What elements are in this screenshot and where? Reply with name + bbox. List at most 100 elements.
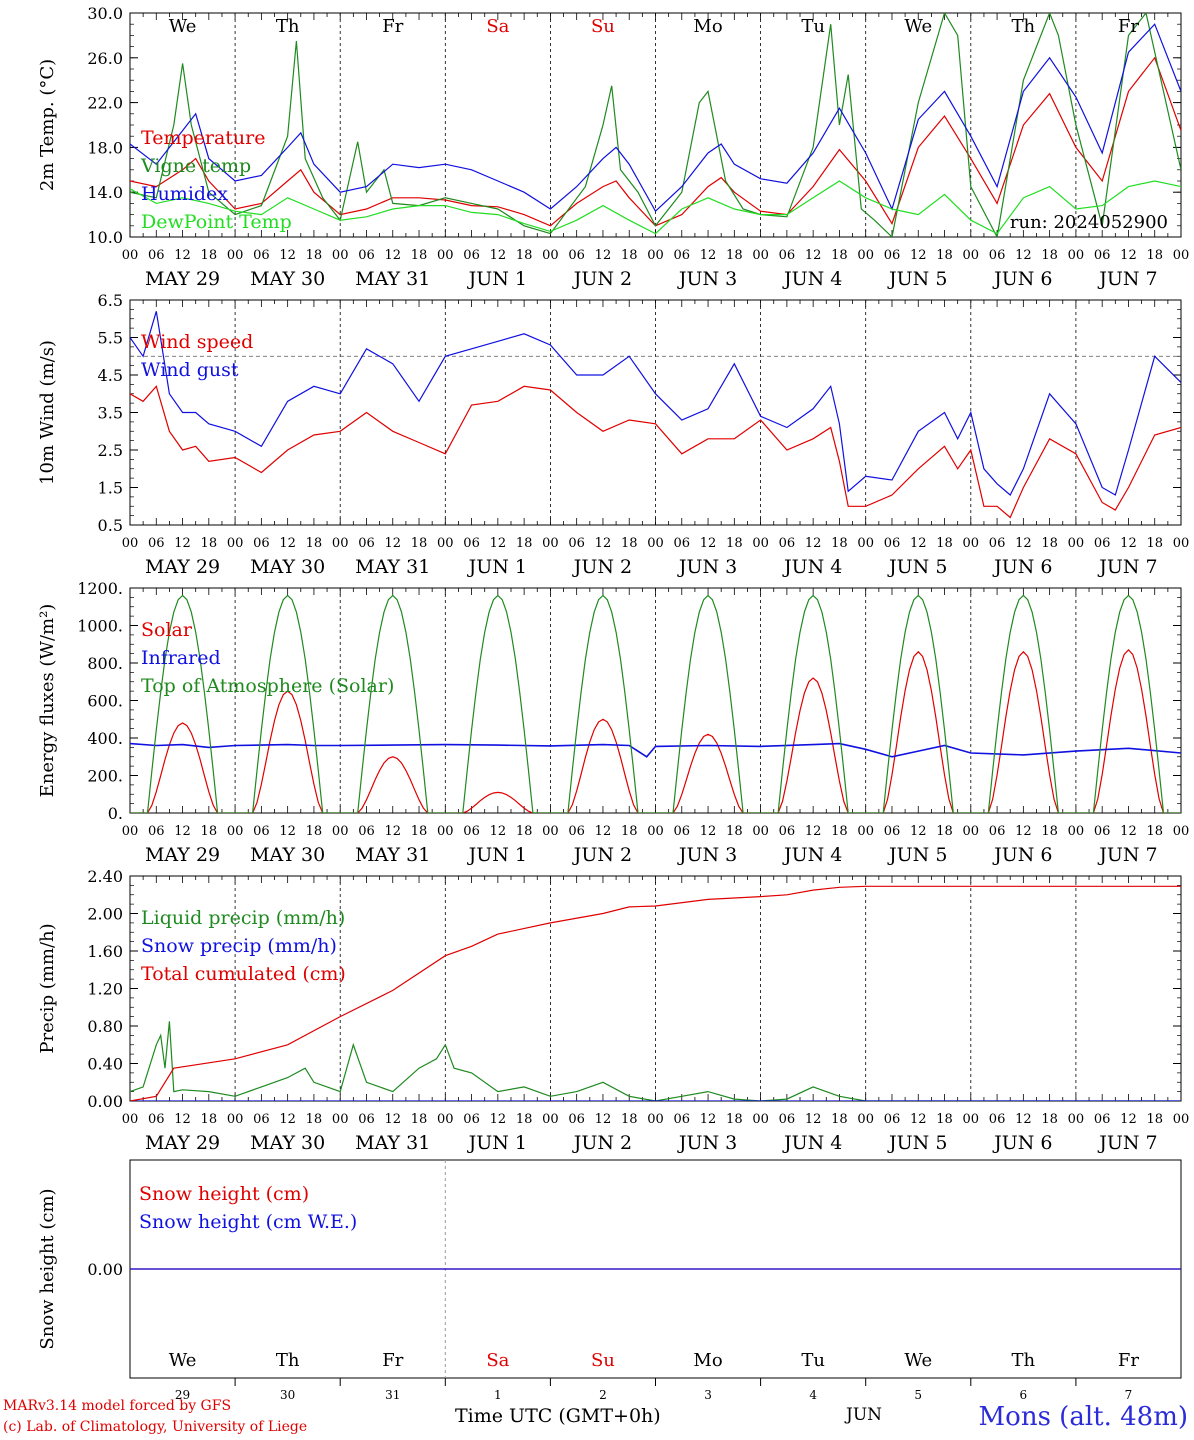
hour-tick-label: 12 <box>595 824 612 839</box>
hour-tick-label: 00 <box>857 248 874 263</box>
hour-tick-label: 00 <box>437 824 454 839</box>
legend-entry: Infrared <box>141 647 221 669</box>
date-label: JUN 6 <box>992 844 1052 866</box>
hour-tick-label: 06 <box>674 248 691 263</box>
hour-tick-label: 18 <box>621 248 638 263</box>
date-label: JUN 5 <box>887 268 947 290</box>
hour-tick-label: 06 <box>1094 248 1111 263</box>
hour-tick-label: 18 <box>621 1112 638 1127</box>
hour-tick-label: 00 <box>963 824 980 839</box>
hour-tick-label: 00 <box>437 248 454 263</box>
hour-tick-label: 06 <box>253 536 270 551</box>
day-number: 2 <box>599 1388 607 1402</box>
day-name-top: Fr <box>382 16 403 37</box>
legend-entry: Vigne temp <box>140 155 251 177</box>
date-label: JUN 4 <box>782 844 842 866</box>
y-tick-label: 0.00 <box>87 1092 123 1111</box>
day-name-bottom: Mo <box>693 1350 722 1371</box>
hour-tick-label: 00 <box>857 824 874 839</box>
hour-tick-label: 00 <box>752 824 769 839</box>
hour-tick-label: 12 <box>384 248 401 263</box>
date-label: JUN 2 <box>572 268 632 290</box>
y-tick-label: 2.40 <box>87 867 123 886</box>
hour-tick-label: 06 <box>989 536 1006 551</box>
day-number: 1 <box>494 1388 502 1402</box>
hour-tick-label: 18 <box>621 824 638 839</box>
hour-tick-label: 12 <box>1015 536 1032 551</box>
hour-tick-label: 00 <box>542 1112 559 1127</box>
legend-entry: Snow precip (mm/h) <box>141 935 337 957</box>
hour-tick-label: 18 <box>306 248 323 263</box>
hour-tick-label: 00 <box>857 536 874 551</box>
location-title: Mons (alt. 48m) <box>978 1402 1188 1432</box>
y-tick-label: 0.40 <box>87 1055 123 1074</box>
hour-tick-label: 18 <box>726 248 743 263</box>
hour-tick-label: 12 <box>595 536 612 551</box>
date-label: JUN 7 <box>1097 1132 1157 1154</box>
hour-tick-label: 18 <box>411 536 428 551</box>
series-line-wind-gust <box>130 311 1181 496</box>
day-name-top: Th <box>1012 16 1036 37</box>
y-tick-label: 30.0 <box>87 4 123 23</box>
y-tick-label: 1.20 <box>87 980 123 999</box>
y-axis-label: Precip (mm/h) <box>37 923 58 1053</box>
series-line-humidex <box>130 23 1181 213</box>
hour-tick-label: 18 <box>936 1112 953 1127</box>
y-axis-label: 2m Temp. (°C) <box>37 59 58 191</box>
day-number: 7 <box>1125 1388 1133 1402</box>
hour-tick-label: 18 <box>1146 536 1163 551</box>
hour-tick-label: 12 <box>595 248 612 263</box>
legend-entry: Total cumulated (cm) <box>141 963 346 985</box>
hour-tick-label: 00 <box>963 536 980 551</box>
hour-tick-label: 12 <box>805 1112 822 1127</box>
hour-tick-label: 18 <box>306 1112 323 1127</box>
hour-tick-label: 06 <box>884 1112 901 1127</box>
day-name-bottom: Th <box>1012 1350 1036 1371</box>
date-label: JUN 4 <box>782 268 842 290</box>
hour-tick-label: 18 <box>831 1112 848 1127</box>
hour-tick-label: 12 <box>279 248 296 263</box>
date-label: JUN 3 <box>677 268 737 290</box>
hour-tick-label: 00 <box>752 536 769 551</box>
y-tick-label: 2.00 <box>87 905 123 924</box>
date-label: JUN 5 <box>887 556 947 578</box>
legend-entry: Snow height (cm W.E.) <box>139 1211 357 1233</box>
y-tick-label: 0. <box>108 804 123 823</box>
date-label: JUN 5 <box>887 844 947 866</box>
hour-tick-label: 06 <box>463 536 480 551</box>
hour-tick-label: 06 <box>358 1112 375 1127</box>
hour-tick-label: 18 <box>411 824 428 839</box>
hour-tick-label: 06 <box>148 248 165 263</box>
hour-tick-label: 12 <box>174 824 191 839</box>
hour-tick-label: 06 <box>463 248 480 263</box>
legend-entry: Wind gust <box>141 359 239 381</box>
date-label: JUN 1 <box>467 556 527 578</box>
hour-tick-label: 12 <box>490 536 507 551</box>
hour-tick-label: 18 <box>831 824 848 839</box>
hour-tick-label: 18 <box>1041 248 1058 263</box>
series-line-liquid-precip-mm-h- <box>130 1021 1181 1101</box>
day-number: 4 <box>809 1388 817 1402</box>
series-line-infrared <box>130 742 1181 758</box>
hour-tick-label: 18 <box>1146 1112 1163 1127</box>
hour-tick-label: 12 <box>174 536 191 551</box>
hour-tick-label: 06 <box>463 824 480 839</box>
day-name-top: Sa <box>486 16 509 37</box>
hour-tick-label: 12 <box>910 824 927 839</box>
legend-entry: Liquid precip (mm/h) <box>141 907 345 929</box>
hour-tick-label: 12 <box>805 248 822 263</box>
hour-tick-label: 00 <box>437 1112 454 1127</box>
date-label: JUN 5 <box>887 1132 947 1154</box>
hour-tick-label: 18 <box>516 536 533 551</box>
day-number: 5 <box>914 1388 922 1402</box>
day-name-top: Th <box>276 16 300 37</box>
hour-tick-label: 12 <box>805 536 822 551</box>
day-number: 30 <box>280 1388 295 1402</box>
hour-tick-label: 06 <box>674 536 691 551</box>
day-name-bottom: Sa <box>486 1350 509 1371</box>
day-name-top: We <box>904 16 932 37</box>
legend-entry: Solar <box>141 619 193 641</box>
y-tick-label: 200. <box>87 767 123 786</box>
hour-tick-label: 12 <box>700 1112 717 1127</box>
month-label: JUN <box>846 1405 883 1425</box>
